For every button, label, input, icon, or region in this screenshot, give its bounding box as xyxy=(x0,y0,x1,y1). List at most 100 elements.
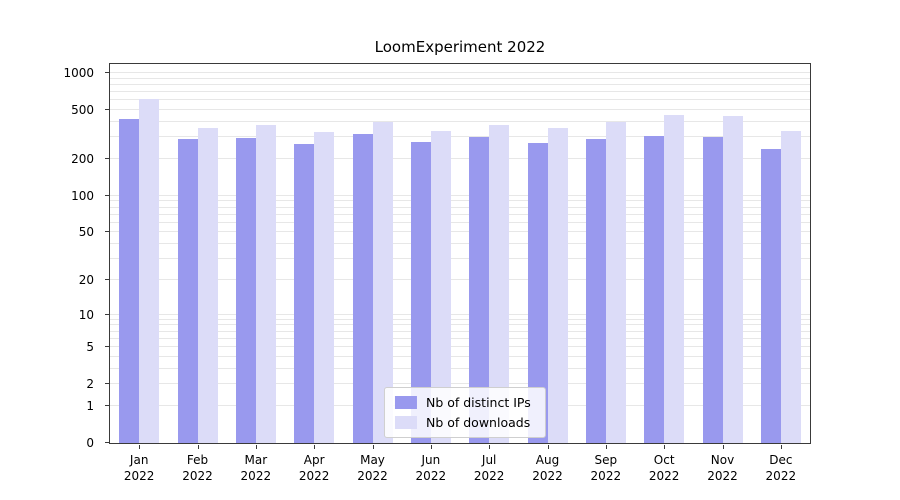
x-tick-label: Mar 2022 xyxy=(240,453,272,483)
bar-downloads xyxy=(372,122,393,443)
bar-downloads xyxy=(139,99,160,443)
x-tick-mark xyxy=(197,445,199,449)
x-tick-label: Jun 2022 xyxy=(415,453,447,483)
gridline xyxy=(110,136,810,138)
gridline xyxy=(110,221,810,223)
gridline xyxy=(110,109,810,111)
y-tick-label: 10 xyxy=(78,307,94,322)
legend-swatch-downloads xyxy=(394,416,417,429)
legend: Nb of distinct IPs Nb of downloads xyxy=(383,387,546,438)
x-tick-label: Jul 2022 xyxy=(473,453,505,483)
x-tick-mark xyxy=(780,445,782,449)
gridline xyxy=(110,337,810,339)
bar-downloads xyxy=(780,130,801,443)
legend-label-downloads: Nb of downloads xyxy=(425,415,531,430)
y-tick-label: 50 xyxy=(78,225,94,240)
x-tick-label: Jan 2022 xyxy=(123,453,155,483)
bar-distinct-ips xyxy=(177,139,198,443)
gridline xyxy=(110,91,810,93)
gridline xyxy=(110,77,810,79)
gridline xyxy=(110,206,810,208)
bar-distinct-ips xyxy=(527,143,548,443)
x-tick-label: Apr 2022 xyxy=(298,453,330,483)
gridline xyxy=(110,324,810,326)
gridline xyxy=(110,194,810,196)
y-tick-mark xyxy=(105,278,110,280)
gridline xyxy=(110,99,810,101)
gridline xyxy=(110,355,810,357)
gridline xyxy=(110,243,810,245)
bar-downloads xyxy=(722,116,743,443)
gridline xyxy=(110,346,810,348)
gridline xyxy=(110,158,810,160)
x-tick-label: Aug 2022 xyxy=(532,453,563,483)
bar-distinct-ips xyxy=(760,149,781,443)
x-tick-mark xyxy=(255,445,257,449)
x-tick-mark xyxy=(372,445,374,449)
y-tick-mark xyxy=(105,442,110,443)
x-axis: Jan 2022 Feb 2022 Mar 2022 Apr 2022 May 2022 Jun 20… xyxy=(110,445,810,495)
bar-downloads xyxy=(605,122,626,443)
gridline xyxy=(110,318,810,320)
bar-distinct-ips xyxy=(702,136,723,443)
x-tick-mark xyxy=(430,445,432,449)
bar-distinct-ips xyxy=(119,119,140,443)
bar-distinct-ips xyxy=(235,138,256,443)
y-tick-label: 0 xyxy=(86,436,94,450)
x-tick-label: Nov 2022 xyxy=(707,453,738,483)
y-axis: 0 1 2 5 10 20 50 100 200 500 1000 xyxy=(0,64,110,450)
x-tick-mark xyxy=(547,445,549,449)
bar-downloads xyxy=(197,128,218,443)
bar-distinct-ips xyxy=(352,133,373,443)
gridline xyxy=(110,383,810,385)
y-tick-mark xyxy=(105,404,110,406)
bar-downloads xyxy=(489,124,510,443)
x-tick-mark xyxy=(489,445,491,449)
x-tick-label: Dec 2022 xyxy=(765,453,797,483)
y-tick-label: 20 xyxy=(78,272,94,287)
x-tick-label: Feb 2022 xyxy=(182,453,213,483)
legend-item-downloads: Nb of downloads xyxy=(394,415,531,430)
gridline xyxy=(110,367,810,369)
gridline xyxy=(110,231,810,233)
y-tick-label: 100 xyxy=(71,188,94,203)
x-tick-mark xyxy=(314,445,316,449)
y-tick-mark xyxy=(105,383,110,385)
gridline xyxy=(110,278,810,280)
x-tick-mark xyxy=(139,445,141,449)
x-tick-mark xyxy=(664,445,666,449)
gridline xyxy=(110,313,810,315)
y-tick-mark xyxy=(105,313,110,315)
bar-downloads xyxy=(430,130,451,443)
x-tick-mark xyxy=(605,445,607,449)
y-tick-label: 5 xyxy=(86,340,94,355)
gridline xyxy=(110,121,810,123)
x-tick-label: May 2022 xyxy=(357,453,388,483)
y-tick-label: 1000 xyxy=(63,66,94,81)
bar-distinct-ips xyxy=(294,144,315,443)
y-tick-label: 500 xyxy=(71,103,94,118)
gridline xyxy=(110,83,810,85)
bar-distinct-ips xyxy=(410,142,431,443)
legend-item-distinct-ips: Nb of distinct IPs xyxy=(394,395,531,410)
y-tick-label: 2 xyxy=(86,377,94,392)
y-tick-mark xyxy=(105,158,110,160)
gridline xyxy=(110,258,810,260)
bar-downloads xyxy=(547,127,568,443)
bar-distinct-ips xyxy=(585,139,606,443)
gridline xyxy=(110,200,810,202)
gridline xyxy=(110,330,810,332)
y-tick-mark xyxy=(105,346,110,348)
x-tick-mark xyxy=(722,445,724,449)
bar-distinct-ips xyxy=(644,135,665,443)
plot-area: Nb of distinct IPs Nb of downloads xyxy=(109,63,811,444)
bar-downloads xyxy=(664,114,685,443)
legend-label-distinct-ips: Nb of distinct IPs xyxy=(425,395,531,410)
bar-downloads xyxy=(255,125,276,443)
gridline xyxy=(110,72,810,74)
x-tick-label: Sep 2022 xyxy=(590,453,622,483)
bar-downloads xyxy=(314,131,335,443)
y-tick-mark xyxy=(105,194,110,196)
chart-title: LoomExperiment 2022 xyxy=(374,38,546,56)
